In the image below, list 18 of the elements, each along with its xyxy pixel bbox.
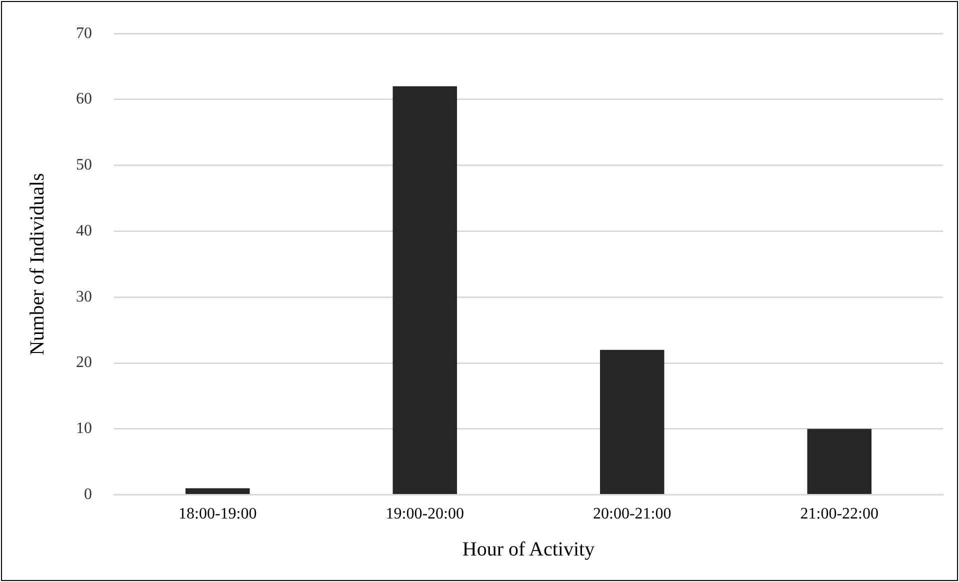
y-tick-label: 50 bbox=[76, 156, 92, 174]
y-tick-label: 60 bbox=[76, 90, 92, 108]
y-tick-label: 0 bbox=[84, 486, 92, 504]
y-tick-label: 20 bbox=[76, 354, 92, 372]
bar bbox=[600, 350, 664, 494]
bar bbox=[392, 86, 457, 494]
bar bbox=[807, 428, 872, 494]
x-tick-label: 20:00-21:00 bbox=[593, 506, 672, 523]
x-tick-label: 19:00-20:00 bbox=[386, 506, 464, 523]
x-tick-label: 18:00-19:00 bbox=[178, 506, 257, 523]
x-axis-title: Hour of Activity bbox=[462, 538, 595, 560]
y-tick-label: 30 bbox=[76, 288, 92, 306]
x-tick-label: 21:00-22:00 bbox=[800, 506, 878, 523]
y-tick-label: 10 bbox=[76, 420, 92, 438]
y-tick-label: 40 bbox=[76, 222, 92, 240]
y-axis-title: Number of Individuals bbox=[26, 172, 48, 356]
bar bbox=[186, 488, 250, 494]
y-tick-label: 70 bbox=[76, 24, 92, 42]
